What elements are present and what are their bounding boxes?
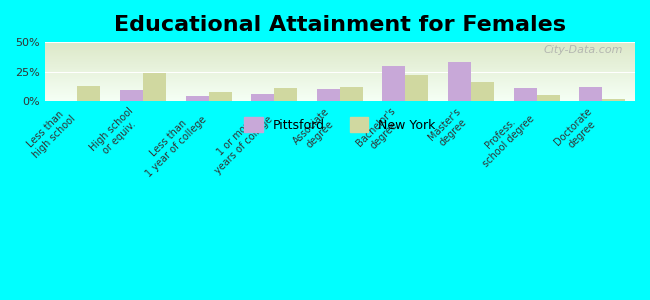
- Bar: [448, 62, 471, 101]
- Bar: [274, 88, 297, 101]
- Bar: [340, 87, 363, 101]
- Bar: [317, 89, 340, 101]
- Bar: [186, 96, 209, 101]
- Bar: [514, 88, 537, 101]
- Bar: [252, 94, 274, 101]
- Bar: [143, 73, 166, 101]
- Bar: [77, 85, 100, 101]
- Bar: [471, 82, 494, 101]
- Legend: Pittsford, New York: Pittsford, New York: [239, 112, 441, 137]
- Bar: [537, 95, 560, 101]
- Bar: [120, 90, 143, 101]
- Bar: [406, 75, 428, 101]
- Title: Educational Attainment for Females: Educational Attainment for Females: [114, 15, 566, 35]
- Text: City-Data.com: City-Data.com: [543, 45, 623, 55]
- Bar: [382, 66, 406, 101]
- Bar: [209, 92, 231, 101]
- Bar: [579, 87, 602, 101]
- Bar: [602, 99, 625, 101]
